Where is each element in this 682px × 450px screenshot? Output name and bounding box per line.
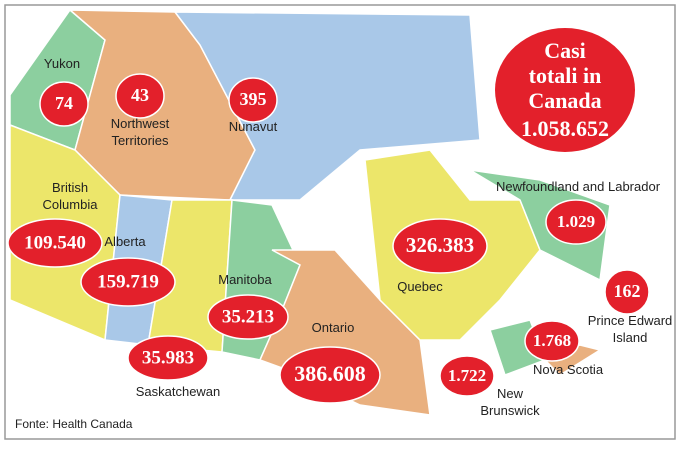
case-count: 109.540	[24, 232, 86, 253]
case-count: 1.768	[533, 331, 571, 350]
case-bubble	[80, 257, 176, 307]
case-bubble	[545, 199, 607, 245]
region-label: Saskatchewan	[136, 384, 221, 399]
case-count: 326.383	[406, 233, 474, 257]
case-count: 162	[614, 281, 641, 301]
case-count: 35.983	[142, 347, 194, 368]
region-label: Nova Scotia	[533, 362, 604, 377]
region-label: Columbia	[43, 197, 99, 212]
case-bubble	[207, 294, 289, 340]
case-bubble	[115, 73, 165, 119]
region-label: Island	[613, 330, 648, 345]
total-bubble	[495, 28, 635, 152]
total-value: 1.058.652	[521, 116, 609, 141]
region-label: Northwest	[111, 116, 170, 131]
region-label: Yukon	[44, 56, 80, 71]
title-line: Casi	[544, 38, 586, 63]
source: Fonte: Health Canada	[15, 417, 133, 431]
case-count: 74	[55, 93, 73, 113]
case-count: 43	[131, 85, 149, 105]
case-bubble	[228, 77, 278, 123]
region-label: Newfoundland and Labrador	[496, 179, 661, 194]
region-label: Alberta	[104, 234, 146, 249]
case-bubble	[392, 218, 488, 274]
region-label: New	[497, 386, 524, 401]
region-label: Quebec	[397, 279, 443, 294]
region-label: Nunavut	[229, 119, 278, 134]
case-bubble	[7, 218, 103, 268]
title-line: totali in	[529, 63, 602, 88]
case-count: 35.213	[222, 306, 274, 327]
region-label: Territories	[111, 133, 169, 148]
case-bubble	[127, 335, 209, 381]
region-label: British	[52, 180, 88, 195]
case-bubble	[39, 81, 89, 127]
case-count: 1.029	[557, 212, 595, 231]
case-bubble	[279, 346, 381, 404]
case-count: 159.719	[97, 271, 159, 292]
case-bubble	[604, 269, 650, 315]
case-count: 395	[240, 89, 267, 109]
region-label: Prince Edward	[588, 313, 673, 328]
case-count: 386.608	[294, 361, 366, 386]
region-label: Manitoba	[218, 272, 272, 287]
region-label: Brunswick	[480, 403, 540, 418]
case-bubble	[439, 355, 495, 397]
case-bubble	[524, 320, 580, 362]
region-label: Ontario	[312, 320, 355, 335]
title-line: Canada	[528, 88, 601, 113]
case-count: 1.722	[448, 366, 486, 385]
newfoundland-shape	[469, 169, 611, 282]
nunavut-shape	[173, 11, 481, 201]
